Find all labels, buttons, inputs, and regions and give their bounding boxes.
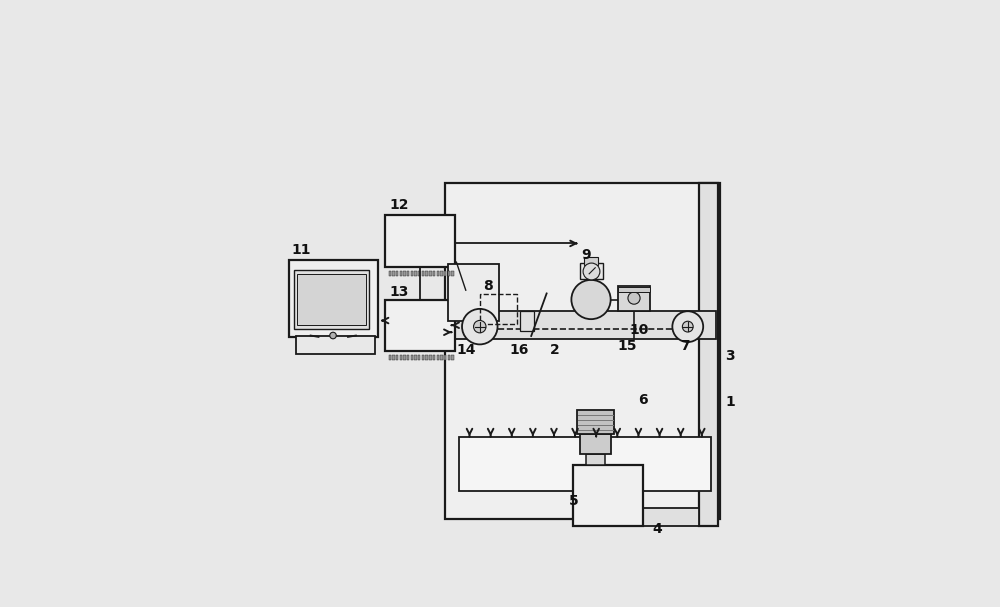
Bar [449, 311, 716, 339]
Bar [400, 271, 402, 276]
Bar [480, 294, 517, 324]
Bar [699, 183, 718, 526]
Bar [418, 271, 420, 276]
Bar [520, 311, 534, 331]
Circle shape [583, 263, 600, 280]
Text: 16: 16 [510, 342, 529, 356]
Text: 14: 14 [456, 342, 476, 356]
Bar [414, 355, 417, 360]
Circle shape [330, 332, 336, 339]
Bar [392, 355, 395, 360]
Text: 2: 2 [550, 342, 559, 356]
Bar [411, 271, 413, 276]
Text: 5: 5 [568, 493, 578, 507]
Text: 3: 3 [725, 348, 735, 362]
Bar [437, 271, 439, 276]
Bar [614, 467, 632, 509]
Bar [433, 271, 435, 276]
Bar [385, 215, 455, 267]
Circle shape [571, 280, 611, 319]
Bar [444, 355, 446, 360]
Text: 8: 8 [483, 279, 493, 293]
Bar [294, 270, 369, 328]
Text: 1: 1 [725, 395, 735, 409]
Bar [618, 285, 650, 311]
Circle shape [474, 320, 486, 333]
Bar [396, 355, 398, 360]
Bar [392, 271, 395, 276]
Text: 11: 11 [291, 243, 311, 257]
Circle shape [628, 292, 640, 304]
Bar [448, 271, 450, 276]
Bar [385, 299, 455, 351]
Bar [586, 454, 605, 466]
Text: 10: 10 [629, 323, 648, 337]
Bar [411, 355, 413, 360]
Bar [448, 355, 450, 360]
Circle shape [672, 311, 703, 342]
Bar [403, 355, 406, 360]
Bar [389, 271, 391, 276]
Text: 4: 4 [653, 521, 662, 535]
Bar [418, 355, 420, 360]
Bar [451, 355, 454, 360]
Bar [577, 410, 614, 434]
Bar [414, 271, 417, 276]
Text: 6: 6 [639, 393, 648, 407]
Bar [440, 271, 443, 276]
Bar [618, 287, 650, 291]
Bar [425, 355, 428, 360]
Bar [580, 263, 603, 279]
Bar [403, 271, 406, 276]
Bar [429, 355, 432, 360]
Bar [444, 271, 446, 276]
Text: 13: 13 [390, 285, 409, 299]
Bar [451, 271, 454, 276]
Bar [445, 183, 720, 519]
Bar [407, 271, 409, 276]
Bar [459, 438, 711, 491]
Bar [584, 257, 598, 265]
Bar [297, 274, 366, 325]
Text: 15: 15 [617, 339, 637, 353]
Bar [422, 271, 424, 276]
Bar [296, 336, 375, 354]
Bar [396, 271, 398, 276]
Bar [448, 265, 499, 320]
Bar [422, 355, 424, 360]
Bar [389, 355, 391, 360]
Text: 12: 12 [390, 198, 409, 212]
Bar [437, 355, 439, 360]
Bar [573, 466, 643, 526]
Bar [614, 509, 699, 526]
Bar [433, 355, 435, 360]
Bar [407, 355, 409, 360]
Circle shape [462, 309, 498, 344]
Bar [400, 355, 402, 360]
Bar [425, 271, 428, 276]
Bar [289, 260, 378, 337]
Bar [580, 434, 611, 454]
Text: 9: 9 [582, 248, 591, 262]
Bar [429, 271, 432, 276]
Bar [440, 355, 443, 360]
Text: 7: 7 [681, 339, 690, 353]
Circle shape [682, 321, 693, 332]
